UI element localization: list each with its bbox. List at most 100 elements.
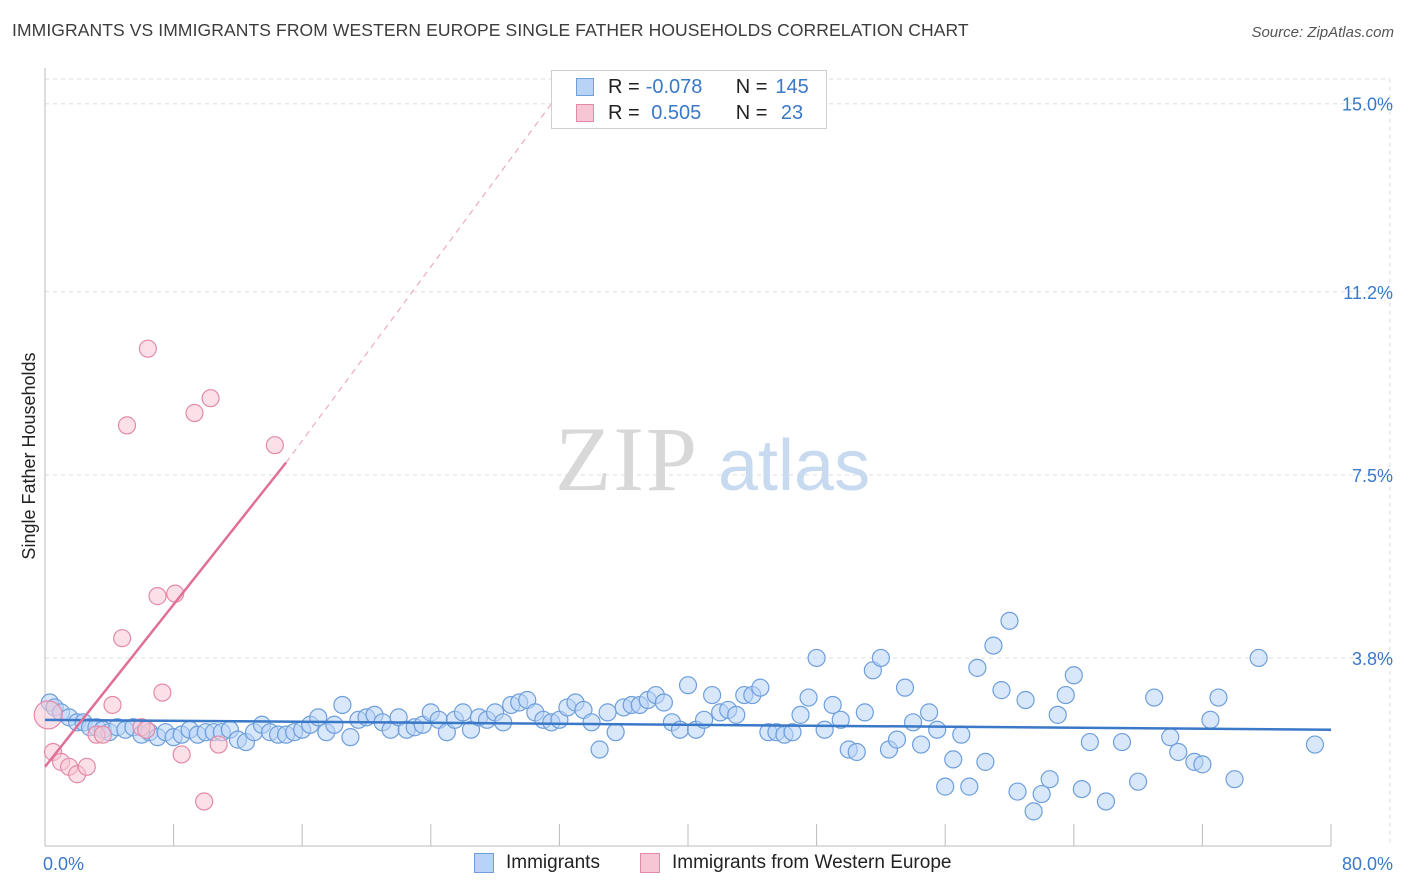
immigrants-point <box>703 685 722 705</box>
western-europe-trend-extension <box>285 103 552 463</box>
y-tick-label: 7.5% <box>1352 466 1393 486</box>
legend-swatch-pink <box>640 853 660 873</box>
immigrants-point <box>590 740 609 759</box>
legend-swatch-blue <box>474 853 494 873</box>
immigrants-point <box>1305 735 1325 754</box>
immigrants-point <box>727 705 746 724</box>
immigrants-point <box>333 695 352 715</box>
bottom-legend-western-europe[interactable]: Immigrants from Western Europe <box>640 852 951 874</box>
immigrants-point <box>944 750 963 769</box>
immigrants-point <box>823 695 842 715</box>
legend-row-western-europe: R = 0.505 N = 23 <box>576 101 803 125</box>
western-europe-point <box>138 339 157 358</box>
western-europe-points <box>33 339 284 811</box>
immigrants-point <box>903 713 923 732</box>
western-europe-point <box>137 720 156 739</box>
immigrants-point <box>453 703 473 722</box>
immigrants-point <box>582 713 601 732</box>
western-europe-point <box>265 436 284 455</box>
immigrants-point <box>952 725 971 744</box>
immigrants-point <box>920 703 939 722</box>
immigrants-point <box>606 723 625 742</box>
immigrants-point <box>1096 792 1116 811</box>
immigrants-point <box>1056 685 1075 705</box>
western-europe-trend-line <box>44 461 288 768</box>
immigrants-point <box>1000 611 1019 630</box>
western-europe-point <box>153 683 172 702</box>
legend-n-value: 23 <box>775 101 804 124</box>
immigrants-point <box>1169 742 1188 762</box>
immigrants-point <box>1209 688 1228 707</box>
watermark: ZIP atlas <box>555 408 870 510</box>
legend-swatch-pink <box>576 104 594 122</box>
western-europe-point <box>185 403 204 423</box>
western-europe-point <box>201 389 220 408</box>
immigrants-point <box>992 681 1011 700</box>
immigrants-point <box>325 715 344 734</box>
immigrants-point <box>309 708 328 727</box>
immigrants-point <box>799 688 818 707</box>
western-europe-point <box>113 629 132 648</box>
legend-r-label: R = <box>608 101 640 124</box>
immigrants-point <box>1024 802 1043 821</box>
watermark-zip: ZIP <box>555 408 699 510</box>
immigrants-point <box>1225 770 1244 789</box>
bottom-legend-label: Immigrants <box>506 852 600 873</box>
immigrants-trend-line <box>44 718 1332 731</box>
western-europe-point <box>148 587 167 606</box>
legend-r-label: R = <box>608 75 640 98</box>
immigrants-point <box>678 676 698 695</box>
x-tick-labels: 0.0% 80.0% <box>43 854 1393 874</box>
x-tick-label: 80.0% <box>1342 854 1393 874</box>
immigrants-point <box>1064 666 1083 685</box>
y-tick-label: 3.8% <box>1352 649 1393 669</box>
legend-n-label: N = <box>735 75 768 98</box>
immigrants-point <box>887 730 907 749</box>
y-tick-labels: 3.8% 7.5% 11.2% 15.0% <box>1342 95 1393 669</box>
legend-row-immigrants: R = -0.078 N = 145 <box>576 75 809 99</box>
immigrants-point <box>911 735 931 754</box>
immigrants-point <box>984 636 1003 655</box>
immigrants-point <box>1193 755 1212 774</box>
immigrants-point <box>1016 690 1035 710</box>
western-europe-point <box>33 700 63 730</box>
immigrants-point <box>1048 705 1067 724</box>
western-europe-point <box>103 695 122 715</box>
immigrants-point <box>783 723 802 742</box>
bottom-legend: Immigrants Immigrants from Western Europ… <box>0 852 1406 878</box>
correlation-legend: R = -0.078 N = 145 R = 0.505 N = 23 <box>551 70 827 129</box>
immigrants-point <box>895 678 915 697</box>
western-europe-point <box>117 416 137 435</box>
immigrants-points <box>40 611 1325 821</box>
legend-swatch-blue <box>576 78 594 96</box>
immigrants-point <box>1080 732 1099 752</box>
immigrants-point <box>936 777 955 796</box>
immigrants-point <box>791 705 810 724</box>
immigrants-point <box>1145 688 1164 707</box>
immigrants-point <box>847 742 866 762</box>
immigrants-point <box>976 752 995 771</box>
bottom-legend-immigrants[interactable]: Immigrants <box>474 852 600 874</box>
immigrants-point <box>1201 710 1220 729</box>
bottom-legend-label: Immigrants from Western Europe <box>672 852 952 873</box>
legend-n-label: N = <box>735 101 768 124</box>
immigrants-point <box>598 703 617 722</box>
western-europe-point <box>195 792 214 811</box>
western-europe-point <box>172 745 191 764</box>
legend-r-value: -0.078 <box>645 75 703 98</box>
y-tick-label: 11.2% <box>1343 283 1393 303</box>
immigrants-point <box>341 728 360 747</box>
immigrants-point <box>1112 732 1132 752</box>
western-europe-point <box>93 725 112 744</box>
immigrants-point <box>1249 648 1268 668</box>
immigrants-point <box>807 648 826 668</box>
western-europe-point <box>209 735 228 754</box>
y-axis-title: Single Father Households <box>19 352 39 559</box>
immigrants-point <box>1032 784 1051 804</box>
legend-n-value: 145 <box>775 75 809 98</box>
immigrants-point <box>654 693 673 712</box>
immigrants-point <box>831 710 850 729</box>
immigrants-point <box>968 658 987 677</box>
watermark-atlas: atlas <box>718 426 870 506</box>
immigrants-point <box>1040 770 1059 789</box>
